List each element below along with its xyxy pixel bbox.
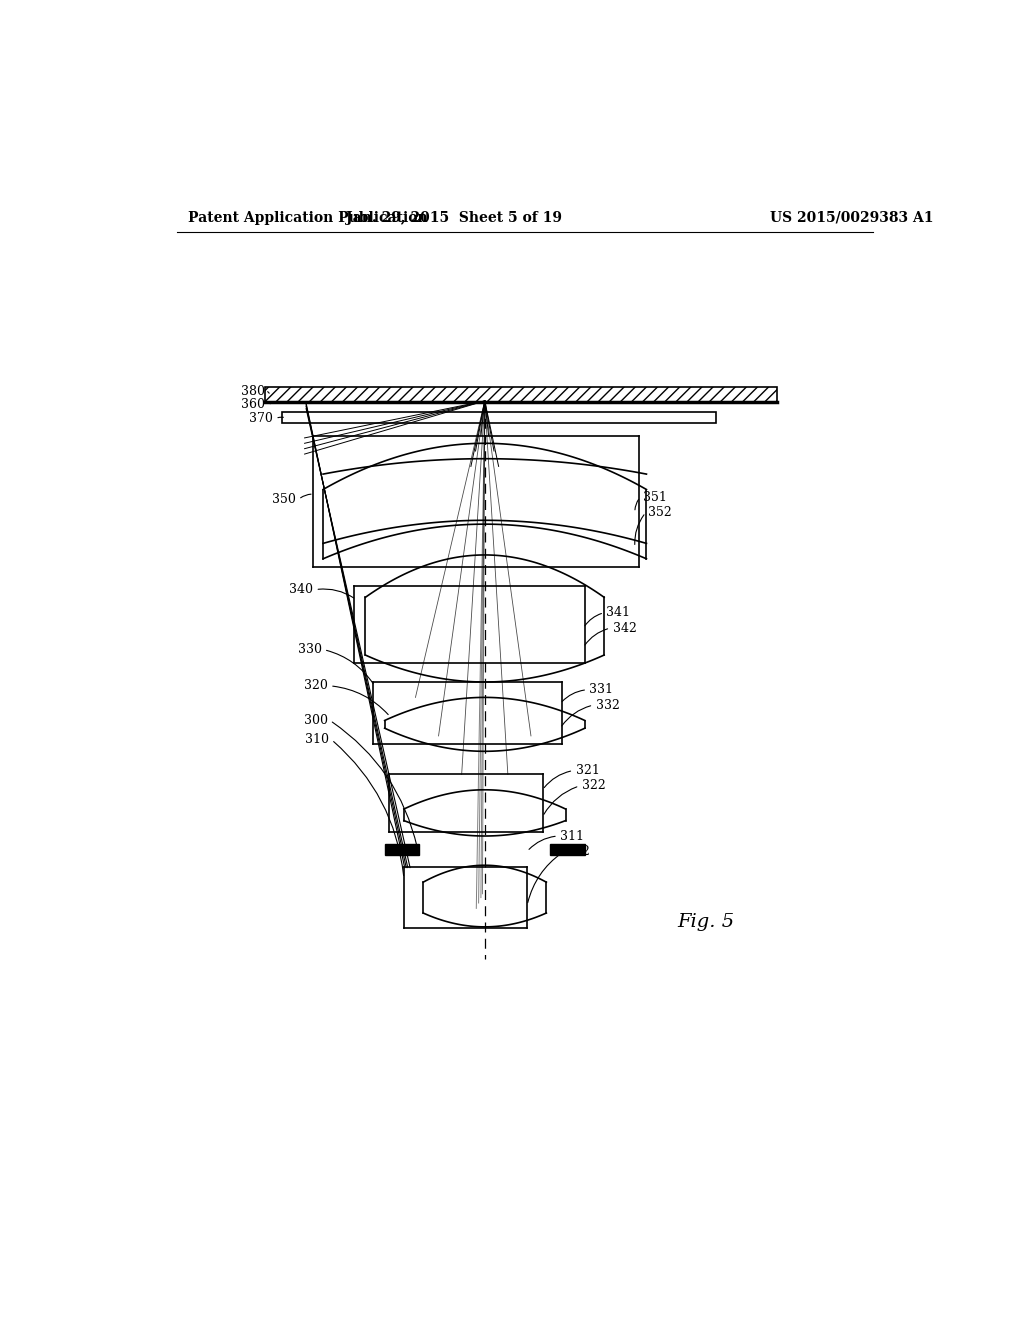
Text: 312: 312 xyxy=(566,845,590,858)
Text: 370: 370 xyxy=(249,412,273,425)
Text: Jan. 29, 2015  Sheet 5 of 19: Jan. 29, 2015 Sheet 5 of 19 xyxy=(346,211,562,224)
Bar xyxy=(385,845,419,855)
Bar xyxy=(283,412,716,424)
Text: 320: 320 xyxy=(304,680,328,693)
Text: 350: 350 xyxy=(272,492,296,506)
Text: 330: 330 xyxy=(298,643,322,656)
Text: 331: 331 xyxy=(590,684,613,696)
Text: US 2015/0029383 A1: US 2015/0029383 A1 xyxy=(770,211,933,224)
Text: 351: 351 xyxy=(643,491,667,504)
Text: Fig. 5: Fig. 5 xyxy=(677,913,734,931)
Text: 321: 321 xyxy=(575,764,599,777)
Text: 341: 341 xyxy=(606,606,631,619)
Text: 311: 311 xyxy=(560,829,585,842)
Text: 300: 300 xyxy=(304,714,328,727)
Text: 342: 342 xyxy=(612,622,637,635)
Text: 340: 340 xyxy=(289,583,313,597)
Text: 352: 352 xyxy=(648,506,672,519)
Text: 380: 380 xyxy=(242,385,265,399)
Bar xyxy=(550,845,585,855)
Text: 360: 360 xyxy=(242,399,265,412)
Text: 310: 310 xyxy=(305,733,330,746)
Text: 332: 332 xyxy=(596,698,620,711)
Text: Patent Application Publication: Patent Application Publication xyxy=(188,211,428,224)
Text: 322: 322 xyxy=(582,779,605,792)
Bar xyxy=(265,387,777,403)
